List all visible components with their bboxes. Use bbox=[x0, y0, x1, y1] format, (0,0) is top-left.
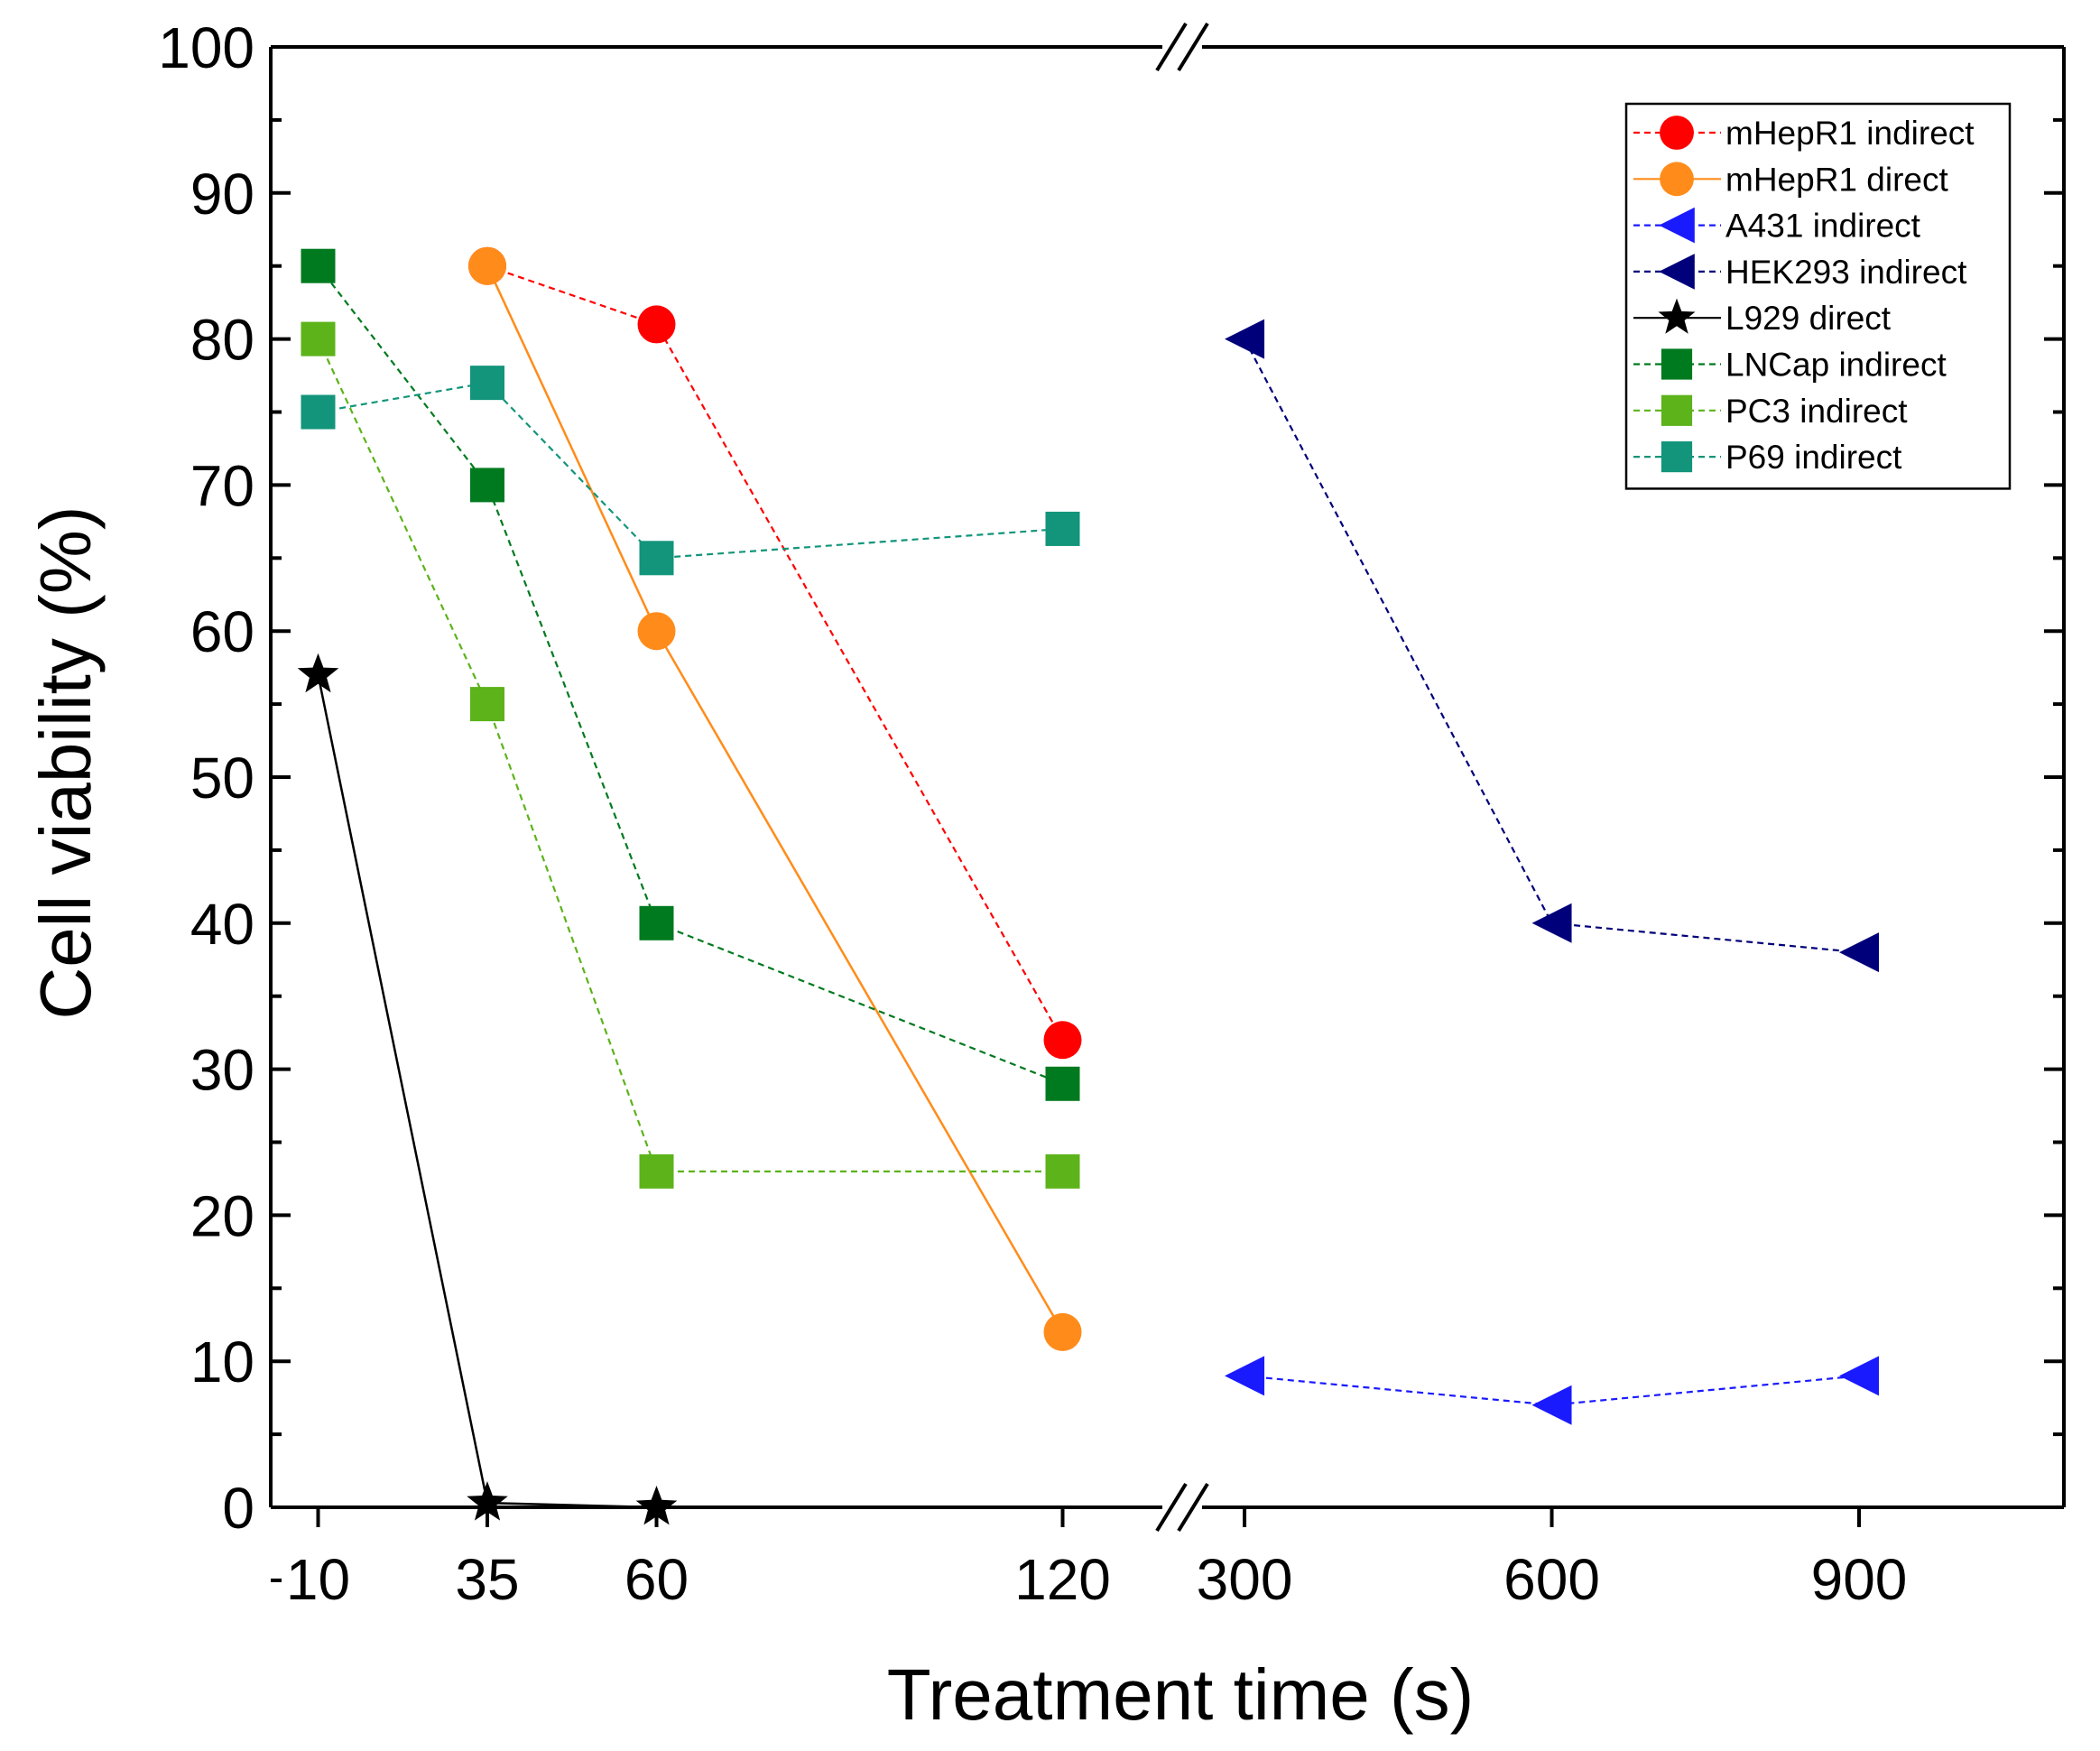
legend-marker bbox=[1658, 298, 1696, 334]
x-tick-label: 10 bbox=[286, 1547, 350, 1612]
axis-break-mark bbox=[1155, 22, 1188, 72]
series-line bbox=[317, 338, 1063, 1173]
data-point bbox=[468, 246, 506, 285]
data-point bbox=[470, 468, 504, 503]
series-mhepr1-indirect bbox=[468, 246, 1082, 1060]
data-point bbox=[301, 248, 336, 283]
data-point bbox=[1531, 903, 1572, 943]
legend-marker bbox=[1661, 348, 1693, 380]
data-point bbox=[301, 321, 336, 357]
legend-label: LNCap indirect bbox=[1725, 347, 1947, 384]
legend-label: PC3 indirect bbox=[1725, 393, 1908, 430]
y-tick-label: 60 bbox=[190, 599, 254, 664]
axis-break-mark bbox=[1155, 1482, 1188, 1533]
y-tick-label: 0 bbox=[222, 1476, 254, 1541]
series-layer bbox=[297, 246, 1880, 1525]
axis-break-mark bbox=[1177, 22, 1209, 72]
series-p69-indirect bbox=[301, 366, 1080, 576]
legend-item: LNCap indirect bbox=[1633, 347, 1947, 384]
data-point bbox=[1045, 511, 1080, 546]
series-hek293-indirect bbox=[1225, 319, 1880, 973]
legend-item: P69 indirect bbox=[1633, 439, 1902, 476]
data-point bbox=[639, 1153, 674, 1189]
data-point bbox=[637, 612, 676, 651]
data-point bbox=[1225, 1356, 1265, 1396]
data-point bbox=[470, 366, 504, 401]
data-point bbox=[1839, 1356, 1880, 1396]
series-a431-indirect bbox=[1225, 1356, 1880, 1425]
y-tick-label: 80 bbox=[190, 308, 254, 373]
legend-item: A431 indirect bbox=[1633, 208, 1921, 245]
legend-marker bbox=[1659, 254, 1695, 290]
legend-label: A431 indirect bbox=[1725, 208, 1921, 245]
data-point bbox=[1043, 1312, 1082, 1351]
data-point bbox=[635, 1486, 678, 1525]
y-tick-label: 20 bbox=[190, 1183, 254, 1248]
y-tick-label: 100 bbox=[158, 15, 254, 80]
y-tick-label: 70 bbox=[190, 453, 254, 518]
legend-label: L929 direct bbox=[1725, 300, 1892, 337]
data-point bbox=[1045, 1066, 1080, 1101]
legend: mHepR1 indirect mHepR1 direct A431 indirec… bbox=[1624, 102, 2012, 490]
series-line bbox=[317, 265, 1063, 1085]
data-point bbox=[1045, 1153, 1080, 1189]
legend-marker bbox=[1659, 207, 1695, 244]
data-point bbox=[637, 305, 676, 344]
y-tick-label: 90 bbox=[190, 162, 254, 227]
plot-frame bbox=[269, 22, 2066, 1533]
y-tick-label: 30 bbox=[190, 1038, 254, 1103]
x-axis-label: Treatment time (s) bbox=[887, 1654, 1474, 1735]
x-tick-label: 120 bbox=[1014, 1547, 1111, 1612]
series-pc3-indirect bbox=[301, 321, 1080, 1189]
data-point bbox=[639, 541, 674, 576]
legend-item: PC3 indirect bbox=[1633, 393, 1908, 430]
x-tick-label: 900 bbox=[1811, 1547, 1908, 1612]
axis-break-mark bbox=[1177, 1482, 1209, 1533]
y-axis-label: Cell viability (%) bbox=[25, 506, 106, 1020]
x-tick-label: 35 bbox=[455, 1547, 519, 1612]
legend-marker bbox=[1660, 162, 1694, 197]
data-point bbox=[467, 1481, 508, 1521]
x-tick-label: 300 bbox=[1197, 1547, 1293, 1612]
y-tick-label: 50 bbox=[190, 746, 254, 811]
data-point bbox=[1225, 319, 1265, 359]
legend-label: mHepR1 indirect bbox=[1725, 115, 1975, 152]
legend-item: L929 direct bbox=[1633, 298, 1892, 337]
data-point bbox=[1531, 1385, 1572, 1425]
data-point bbox=[1043, 1021, 1082, 1060]
y-tick-label: 10 bbox=[190, 1329, 254, 1394]
series-line bbox=[318, 381, 1063, 560]
y-tick-label: 40 bbox=[190, 892, 254, 957]
series-lncap-indirect bbox=[301, 248, 1080, 1101]
data-point bbox=[1839, 932, 1880, 973]
legend-label: mHepR1 direct bbox=[1725, 161, 1948, 198]
series-mhepr1-direct bbox=[468, 246, 1082, 1351]
x-tick-label: 60 bbox=[624, 1547, 689, 1612]
series-line bbox=[486, 264, 1064, 1041]
data-point bbox=[297, 653, 339, 693]
series-l929-direct bbox=[297, 653, 678, 1525]
data-point bbox=[470, 687, 504, 722]
legend-marker bbox=[1660, 116, 1694, 150]
x-tick-label: 600 bbox=[1503, 1547, 1600, 1612]
legend-item: mHepR1 direct bbox=[1633, 161, 1948, 198]
series-line bbox=[317, 674, 657, 1509]
data-point bbox=[301, 394, 336, 430]
legend-label: P69 indirect bbox=[1725, 439, 1902, 476]
legend-item: HEK293 indirect bbox=[1633, 254, 1967, 291]
legend-label: HEK293 indirect bbox=[1725, 254, 1967, 291]
data-point bbox=[639, 905, 674, 940]
legend-item: mHepR1 indirect bbox=[1633, 115, 1975, 152]
tick-labels: 0 10 20 30 40 50 60 70 80 90 100 10 35 60 120 300 600 900 bbox=[158, 15, 1907, 1612]
series-line bbox=[1244, 338, 1860, 954]
legend-marker bbox=[1661, 394, 1693, 426]
legend-marker bbox=[1661, 441, 1693, 473]
